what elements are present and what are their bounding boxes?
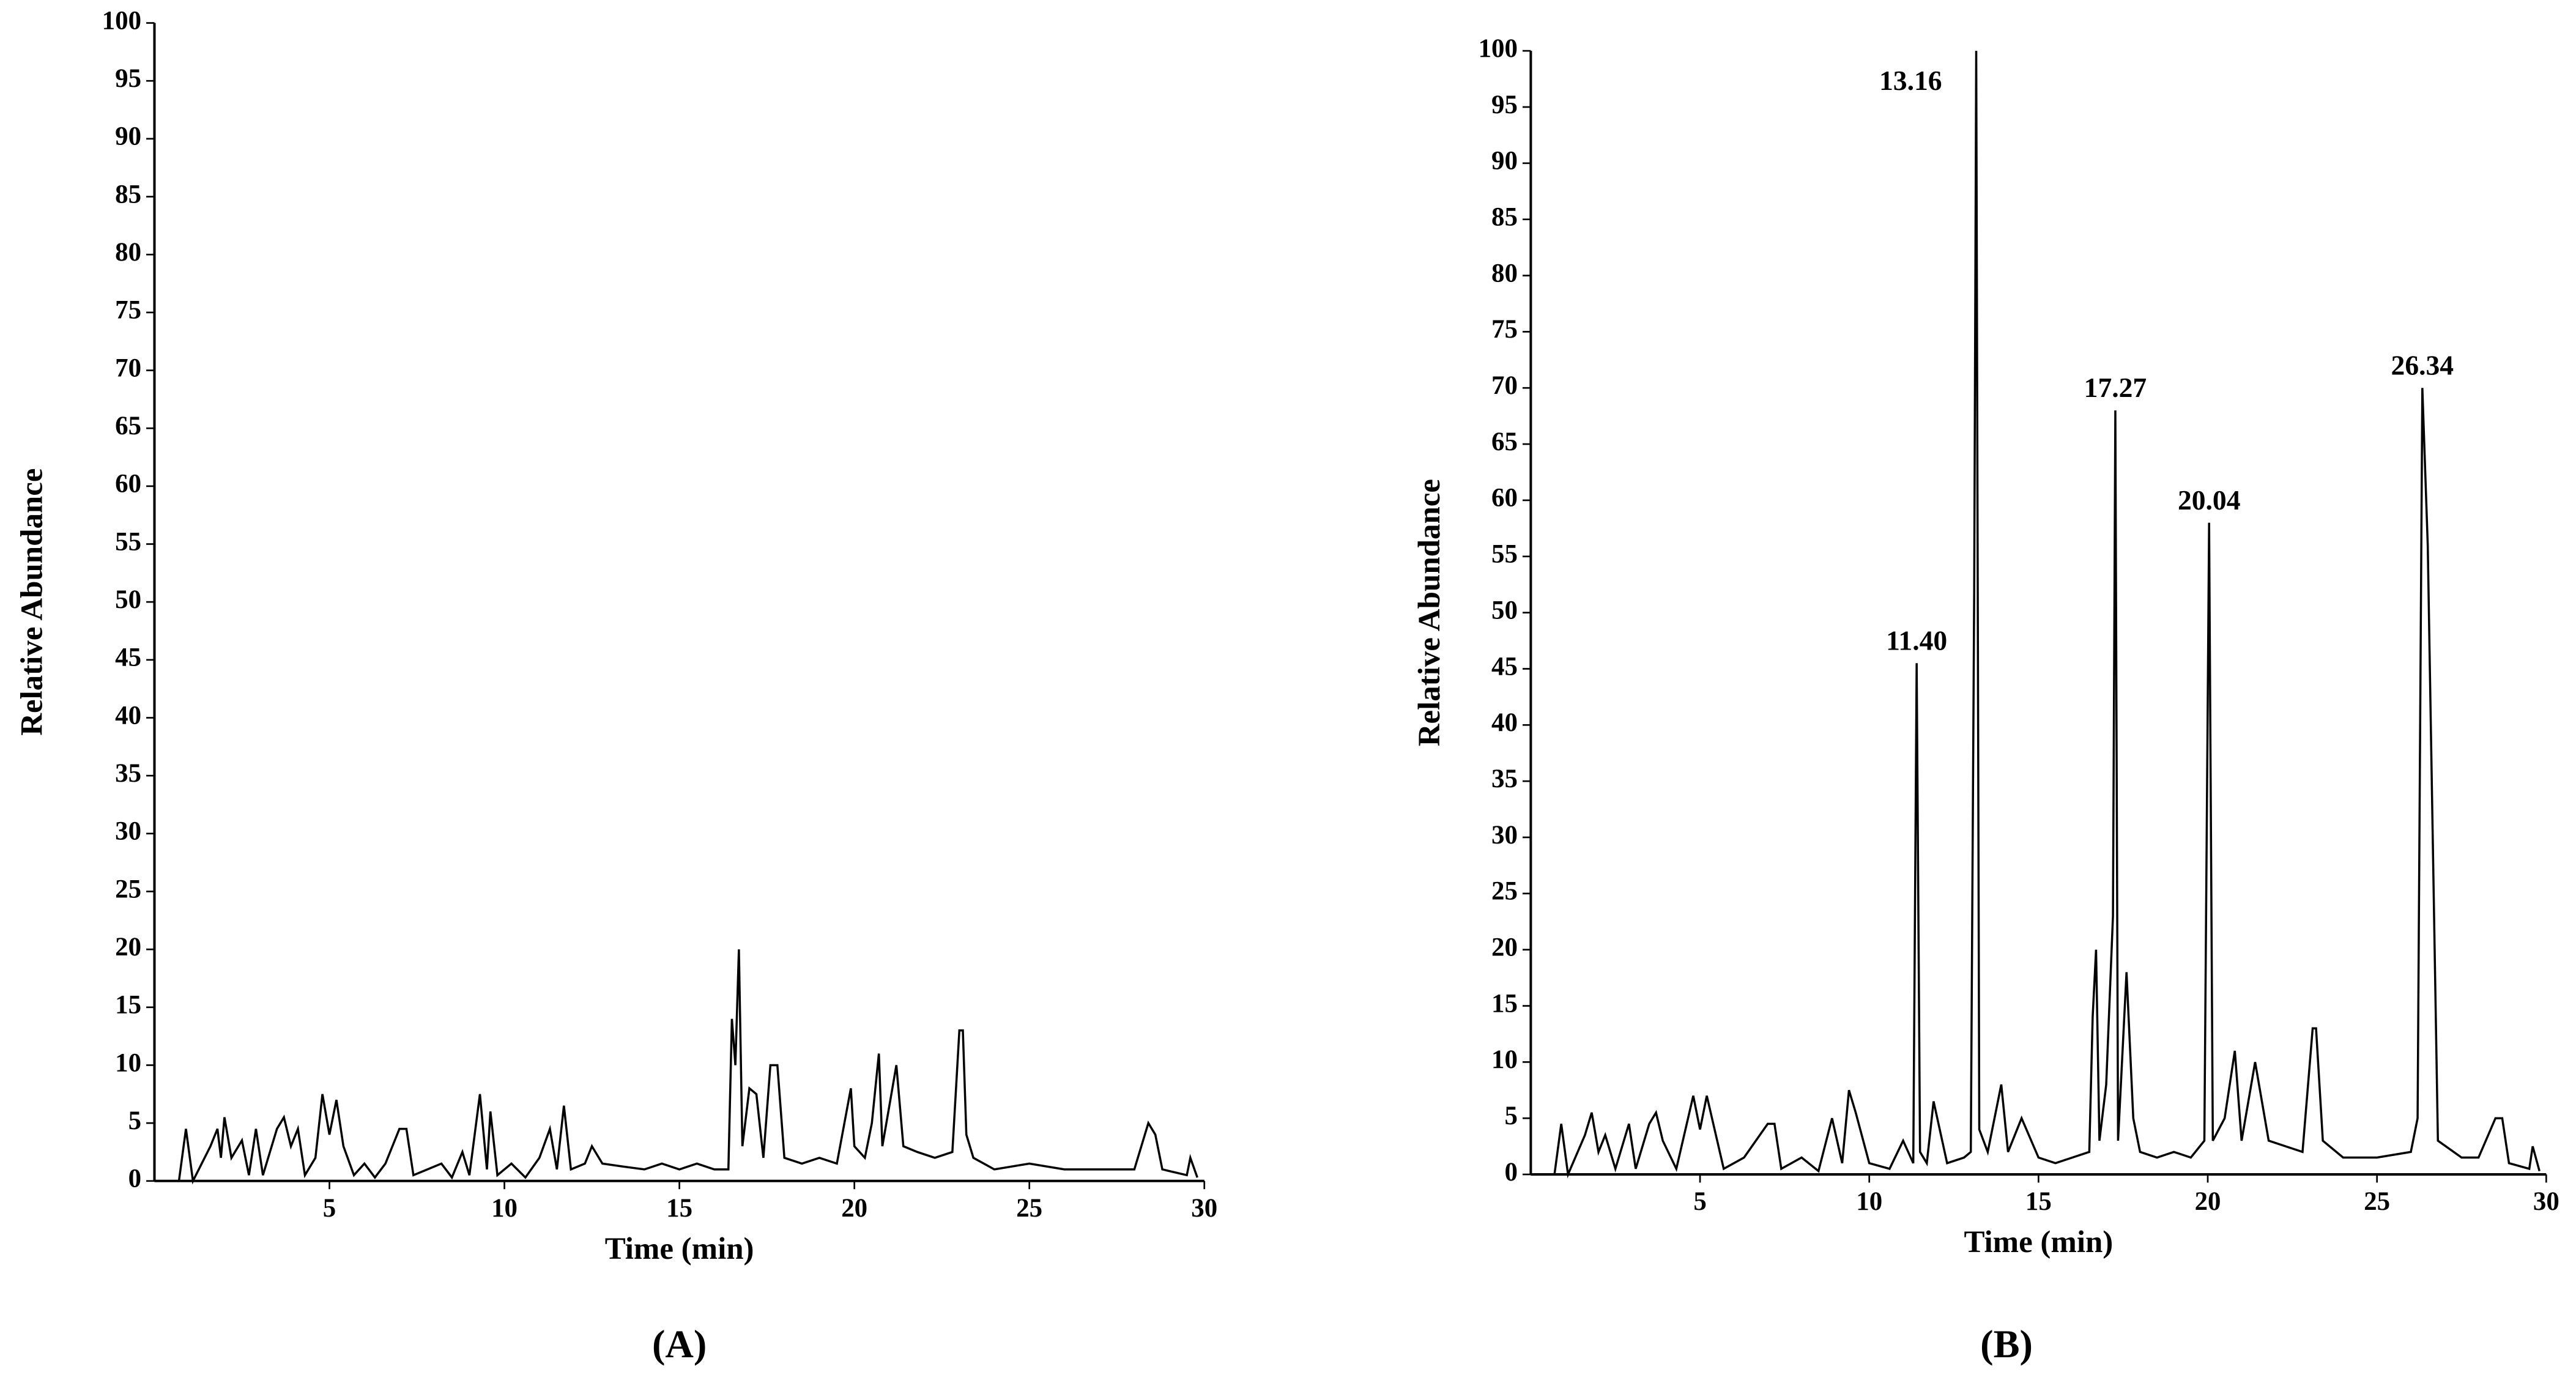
y-tick-label: 40: [115, 701, 141, 730]
y-tick-label: 90: [1491, 147, 1518, 176]
y-tick-label: 15: [115, 991, 141, 1020]
y-tick-label: 10: [1491, 1045, 1518, 1074]
y-tick-label: 65: [115, 412, 141, 440]
x-tick-label: 25: [2364, 1187, 2390, 1216]
x-tick-label: 15: [2025, 1187, 2052, 1216]
y-tick-label: 70: [115, 354, 141, 382]
y-tick-label: 75: [115, 296, 141, 325]
y-tick-label: 20: [115, 933, 141, 962]
y-axis-title: Relative Abundance: [1412, 479, 1447, 746]
x-axis-title: Time (min): [1964, 1225, 2113, 1259]
peak-label: 20.04: [2178, 484, 2241, 516]
y-tick-label: 15: [1491, 989, 1518, 1018]
x-tick-label: 20: [841, 1194, 867, 1223]
chromatogram-line: [177, 949, 1198, 1185]
y-tick-label: 95: [1491, 91, 1518, 119]
chromatogram-line: [1553, 51, 2541, 1179]
y-tick-label: 75: [1491, 315, 1518, 344]
peak-label: 13.16: [1879, 65, 1942, 96]
y-tick-label: 55: [1491, 540, 1518, 569]
y-tick-label: 50: [115, 585, 141, 614]
y-tick-label: 45: [115, 643, 141, 672]
x-tick-label: 10: [1856, 1187, 1882, 1216]
y-tick-label: 5: [128, 1106, 141, 1135]
peak-label: 11.40: [1886, 625, 1947, 656]
y-tick-label: 60: [115, 470, 141, 498]
x-tick-label: 10: [491, 1194, 518, 1223]
peak-label: 17.27: [2084, 372, 2147, 403]
y-tick-label: 55: [115, 527, 141, 556]
y-tick-label: 35: [1491, 765, 1518, 793]
x-tick-label: 25: [1016, 1194, 1042, 1223]
y-tick-label: 95: [115, 64, 141, 93]
y-tick-label: 10: [115, 1048, 141, 1077]
caption: (B): [1980, 1322, 2033, 1366]
y-tick-label: 65: [1491, 428, 1518, 456]
y-tick-label: 80: [115, 238, 141, 267]
y-axis-title: Relative Abundance: [15, 469, 49, 736]
y-tick-label: 100: [102, 6, 141, 35]
y-tick-label: 80: [1491, 259, 1518, 287]
y-tick-label: 70: [1491, 371, 1518, 400]
x-tick-label: 5: [1693, 1187, 1706, 1216]
x-tick-label: 20: [2195, 1187, 2221, 1216]
y-tick-label: 40: [1491, 708, 1518, 737]
y-tick-label: 30: [1491, 821, 1518, 850]
caption: (A): [652, 1322, 707, 1366]
y-tick-label: 0: [1504, 1158, 1517, 1187]
x-tick-label: 5: [323, 1194, 336, 1223]
x-axis-title: Time (min): [605, 1232, 754, 1266]
y-tick-label: 45: [1491, 652, 1518, 681]
y-tick-label: 50: [1491, 596, 1518, 624]
y-tick-label: 20: [1491, 933, 1518, 962]
y-tick-label: 90: [115, 122, 141, 151]
y-tick-label: 30: [115, 817, 141, 846]
x-tick-label: 30: [1191, 1194, 1217, 1223]
y-tick-label: 25: [1491, 877, 1518, 906]
y-tick-label: 5: [1504, 1102, 1517, 1130]
y-tick-label: 0: [128, 1165, 141, 1193]
x-tick-label: 15: [666, 1194, 692, 1223]
y-tick-label: 60: [1491, 484, 1518, 513]
y-tick-label: 25: [115, 875, 141, 903]
y-tick-label: 85: [1491, 203, 1518, 232]
x-tick-label: 30: [2533, 1187, 2559, 1216]
peak-label: 26.34: [2391, 349, 2454, 380]
y-tick-label: 100: [1479, 34, 1518, 63]
y-tick-label: 35: [115, 759, 141, 788]
y-tick-label: 85: [115, 180, 141, 209]
